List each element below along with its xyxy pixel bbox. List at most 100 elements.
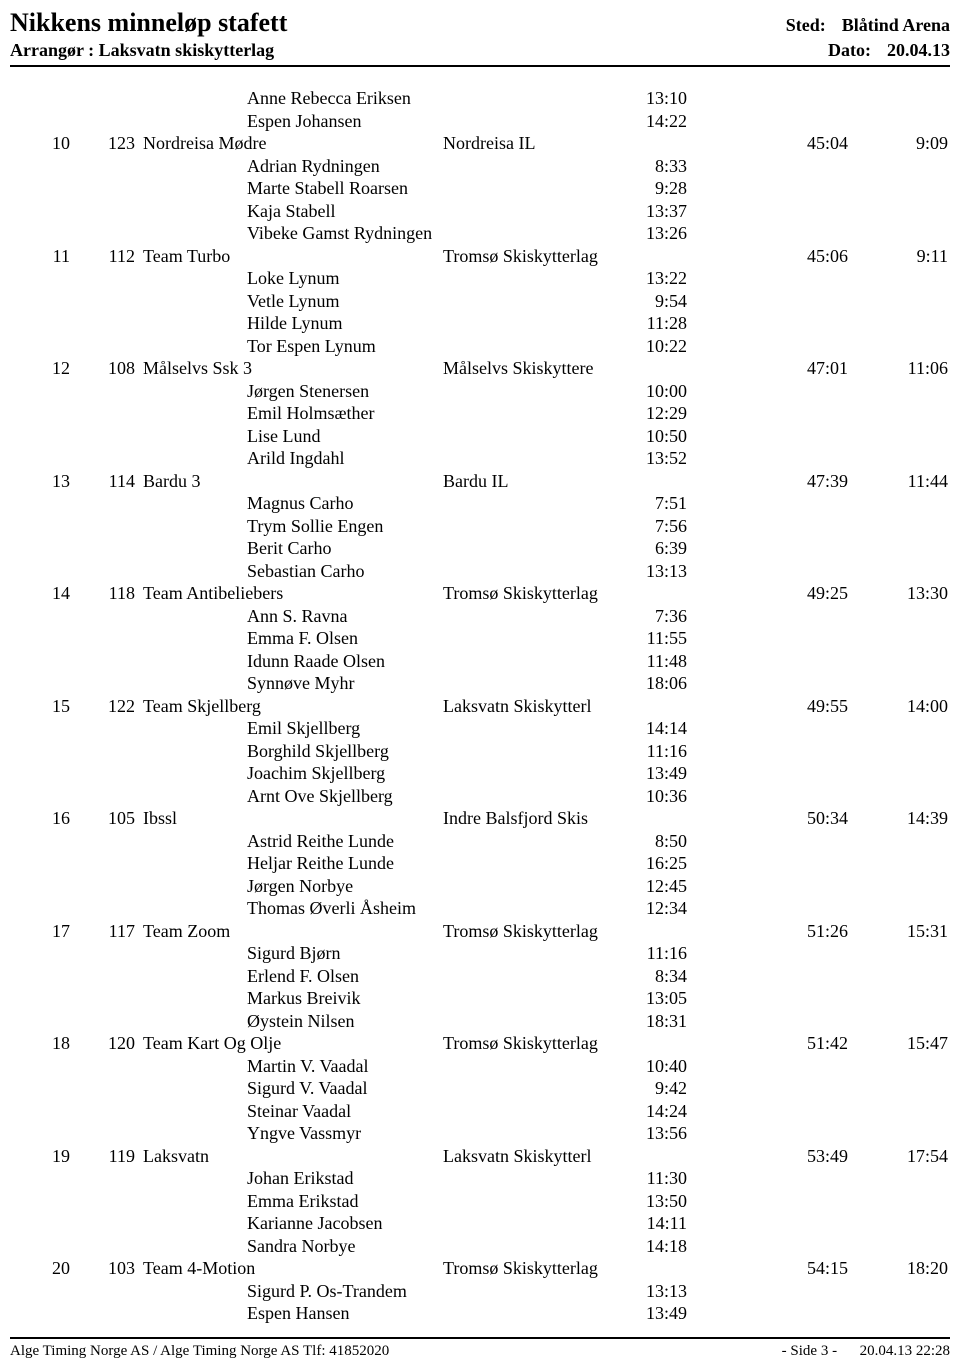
member-time: 13:37	[627, 200, 687, 223]
member-row: Martin V. Vaadal10:40	[10, 1055, 950, 1078]
member-name: Arild Ingdahl	[247, 447, 627, 470]
place-label: Sted:	[786, 15, 826, 35]
organizer-label: Arrangør :	[10, 40, 94, 60]
member-time: 10:22	[627, 335, 687, 358]
member-time: 8:34	[627, 965, 687, 988]
club-name: Tromsø Skiskytterlag	[443, 1032, 633, 1055]
member-row: Jørgen Stenersen10:00	[10, 380, 950, 403]
member-name: Thomas Øverli Åsheim	[247, 897, 627, 920]
member-name: Heljar Reithe Lunde	[247, 852, 627, 875]
diff-time: 15:47	[848, 1032, 948, 1055]
footer-left: Alge Timing Norge AS / Alge Timing Norge…	[10, 1343, 389, 1360]
member-name: Adrian Rydningen	[247, 155, 627, 178]
member-row: Tor Espen Lynum10:22	[10, 335, 950, 358]
member-row: Emma F. Olsen11:55	[10, 627, 950, 650]
member-row: Arnt Ove Skjellberg10:36	[10, 785, 950, 808]
member-name: Borghild Skjellberg	[247, 740, 627, 763]
member-time: 7:51	[627, 492, 687, 515]
member-row: Synnøve Myhr18:06	[10, 672, 950, 695]
team-name: Team Antibeliebers	[143, 582, 443, 605]
member-name: Emma Erikstad	[247, 1190, 627, 1213]
team-row: 20103 Team 4-MotionTromsø Skiskytterlag5…	[10, 1257, 950, 1280]
member-row: Karianne Jacobsen14:11	[10, 1212, 950, 1235]
team-name: Laksvatn	[143, 1145, 443, 1168]
member-row: Hilde Lynum11:28	[10, 312, 950, 335]
team-row: 19119 LaksvatnLaksvatn Skiskytterl53:491…	[10, 1145, 950, 1168]
member-name: Jørgen Stenersen	[247, 380, 627, 403]
member-name: Joachim Skjellberg	[247, 762, 627, 785]
team-row: 11112 Team TurboTromsø Skiskytterlag45:0…	[10, 245, 950, 268]
member-row: Johan Erikstad11:30	[10, 1167, 950, 1190]
member-name: Lise Lund	[247, 425, 627, 448]
member-name: Loke Lynum	[247, 267, 627, 290]
member-time: 7:56	[627, 515, 687, 538]
member-row: Kaja Stabell13:37	[10, 200, 950, 223]
member-name: Trym Sollie Engen	[247, 515, 627, 538]
member-name: Yngve Vassmyr	[247, 1122, 627, 1145]
member-time: 12:45	[627, 875, 687, 898]
member-time: 8:50	[627, 830, 687, 853]
member-name: Sigurd P. Os-Trandem	[247, 1280, 627, 1303]
date-value: 20.04.13	[887, 40, 950, 60]
member-name: Tor Espen Lynum	[247, 335, 627, 358]
page-header: Nikkens minneløp stafett Sted: Blåtind A…	[10, 8, 950, 67]
team-row: 14118 Team AntibeliebersTromsø Skiskytte…	[10, 582, 950, 605]
member-time: 13:10	[627, 87, 687, 110]
member-row: Idunn Raade Olsen11:48	[10, 650, 950, 673]
total-time: 47:01	[733, 357, 848, 380]
member-row: Yngve Vassmyr13:56	[10, 1122, 950, 1145]
rank: 12	[10, 357, 80, 380]
member-row: Magnus Carho7:51	[10, 492, 950, 515]
member-time: 14:18	[627, 1235, 687, 1258]
member-row: Vibeke Gamst Rydningen13:26	[10, 222, 950, 245]
member-name: Sigurd Bjørn	[247, 942, 627, 965]
organizer-value: Laksvatn skiskytterlag	[99, 40, 275, 60]
member-name: Hilde Lynum	[247, 312, 627, 335]
club-name: Tromsø Skiskytterlag	[443, 1257, 633, 1280]
member-row: Lise Lund10:50	[10, 425, 950, 448]
team-name: Team Turbo	[143, 245, 443, 268]
member-name: Synnøve Myhr	[247, 672, 627, 695]
diff-time: 14:39	[848, 807, 948, 830]
bib: 120	[80, 1032, 143, 1055]
member-time: 7:36	[627, 605, 687, 628]
member-row: Sigurd P. Os-Trandem13:13	[10, 1280, 950, 1303]
club-name: Tromsø Skiskytterlag	[443, 245, 633, 268]
event-title: Nikkens minneløp stafett	[10, 8, 287, 38]
member-time: 12:34	[627, 897, 687, 920]
member-time: 9:28	[627, 177, 687, 200]
member-row: Sigurd Bjørn11:16	[10, 942, 950, 965]
bib: 123	[80, 132, 143, 155]
member-row: Jørgen Norbye12:45	[10, 875, 950, 898]
member-time: 14:11	[627, 1212, 687, 1235]
total-time: 50:34	[733, 807, 848, 830]
rank: 11	[10, 245, 80, 268]
member-row: Espen Johansen14:22	[10, 110, 950, 133]
date-label: Dato:	[828, 40, 871, 60]
member-time: 14:22	[627, 110, 687, 133]
member-row: Emil Skjellberg14:14	[10, 717, 950, 740]
member-name: Magnus Carho	[247, 492, 627, 515]
rank: 19	[10, 1145, 80, 1168]
rank: 14	[10, 582, 80, 605]
member-time: 11:55	[627, 627, 687, 650]
team-name: Team 4-Motion	[143, 1257, 443, 1280]
team-row: 17117 Team ZoomTromsø Skiskytterlag51:26…	[10, 920, 950, 943]
member-time: 13:13	[627, 1280, 687, 1303]
member-name: Sandra Norbye	[247, 1235, 627, 1258]
total-time: 45:04	[733, 132, 848, 155]
member-name: Idunn Raade Olsen	[247, 650, 627, 673]
member-name: Karianne Jacobsen	[247, 1212, 627, 1235]
team-row: 10123 Nordreisa MødreNordreisa IL45:049:…	[10, 132, 950, 155]
member-name: Sebastian Carho	[247, 560, 627, 583]
team-row: 12108 Målselvs Ssk 3Målselvs Skiskyttere…	[10, 357, 950, 380]
member-row: Heljar Reithe Lunde16:25	[10, 852, 950, 875]
diff-time: 15:31	[848, 920, 948, 943]
club-name: Tromsø Skiskytterlag	[443, 582, 633, 605]
rank: 10	[10, 132, 80, 155]
team-name: Team Kart Og Olje	[143, 1032, 443, 1055]
member-time: 18:31	[627, 1010, 687, 1033]
member-time: 14:24	[627, 1100, 687, 1123]
member-time: 18:06	[627, 672, 687, 695]
team-name: Team Zoom	[143, 920, 443, 943]
